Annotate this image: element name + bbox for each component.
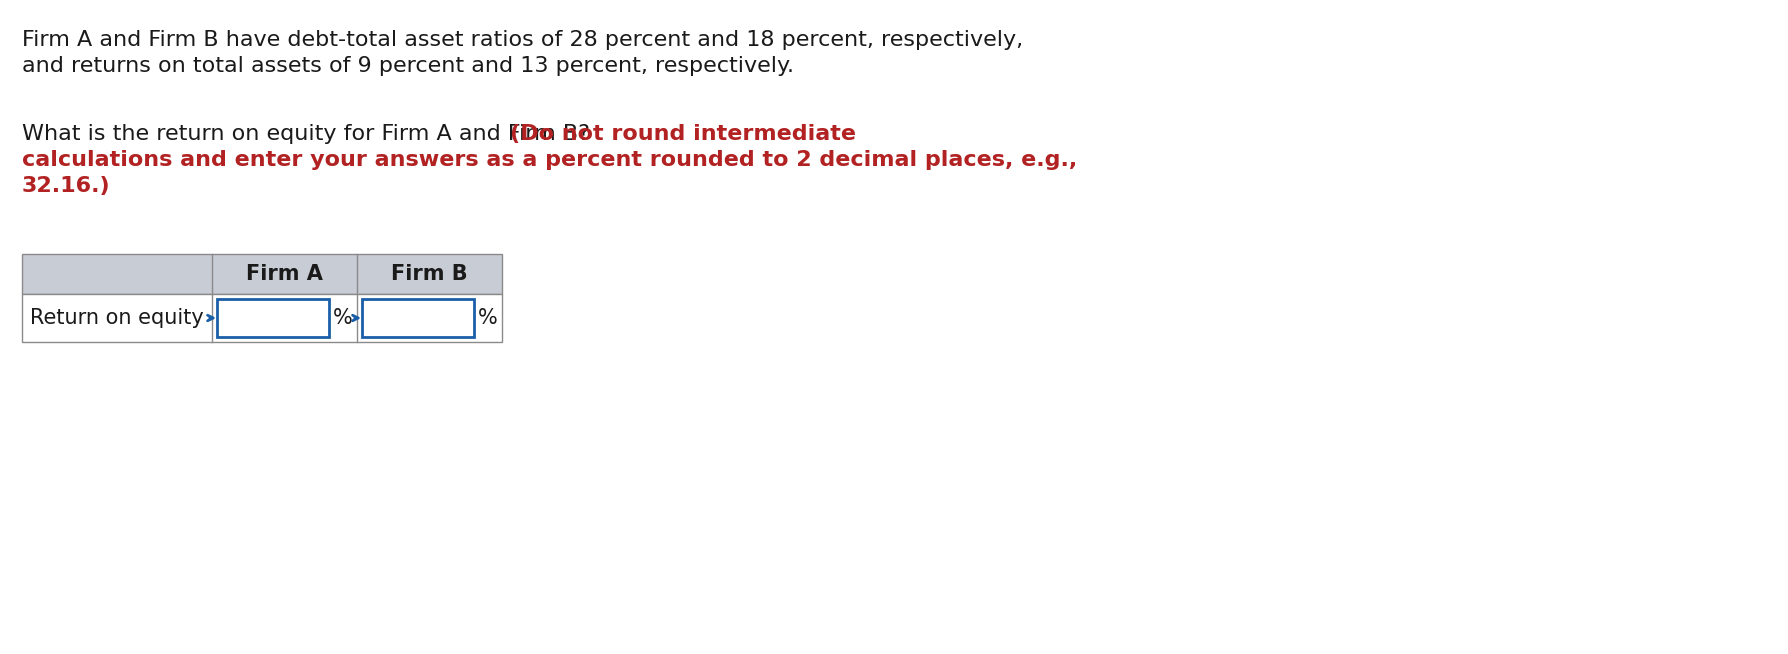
Bar bbox=[21, 254, 502, 294]
Text: %: % bbox=[477, 308, 497, 328]
Text: calculations and enter your answers as a percent rounded to 2 decimal places, e.: calculations and enter your answers as a… bbox=[21, 150, 1076, 170]
Text: What is the return on equity for Firm A and Firm B?: What is the return on equity for Firm A … bbox=[21, 124, 597, 144]
Text: Firm A: Firm A bbox=[247, 264, 324, 284]
Text: %: % bbox=[333, 308, 352, 328]
Bar bbox=[216, 299, 329, 337]
Text: Firm A and Firm B have debt-total asset ratios of 28 percent and 18 percent, res: Firm A and Firm B have debt-total asset … bbox=[21, 30, 1023, 50]
Text: (Do not round intermediate: (Do not round intermediate bbox=[510, 124, 856, 144]
Text: Firm B: Firm B bbox=[392, 264, 468, 284]
Text: 32.16.): 32.16.) bbox=[21, 176, 111, 196]
Bar bbox=[361, 299, 474, 337]
Bar bbox=[21, 294, 502, 342]
Text: and returns on total assets of 9 percent and 13 percent, respectively.: and returns on total assets of 9 percent… bbox=[21, 56, 794, 76]
Text: Return on equity: Return on equity bbox=[30, 308, 204, 328]
